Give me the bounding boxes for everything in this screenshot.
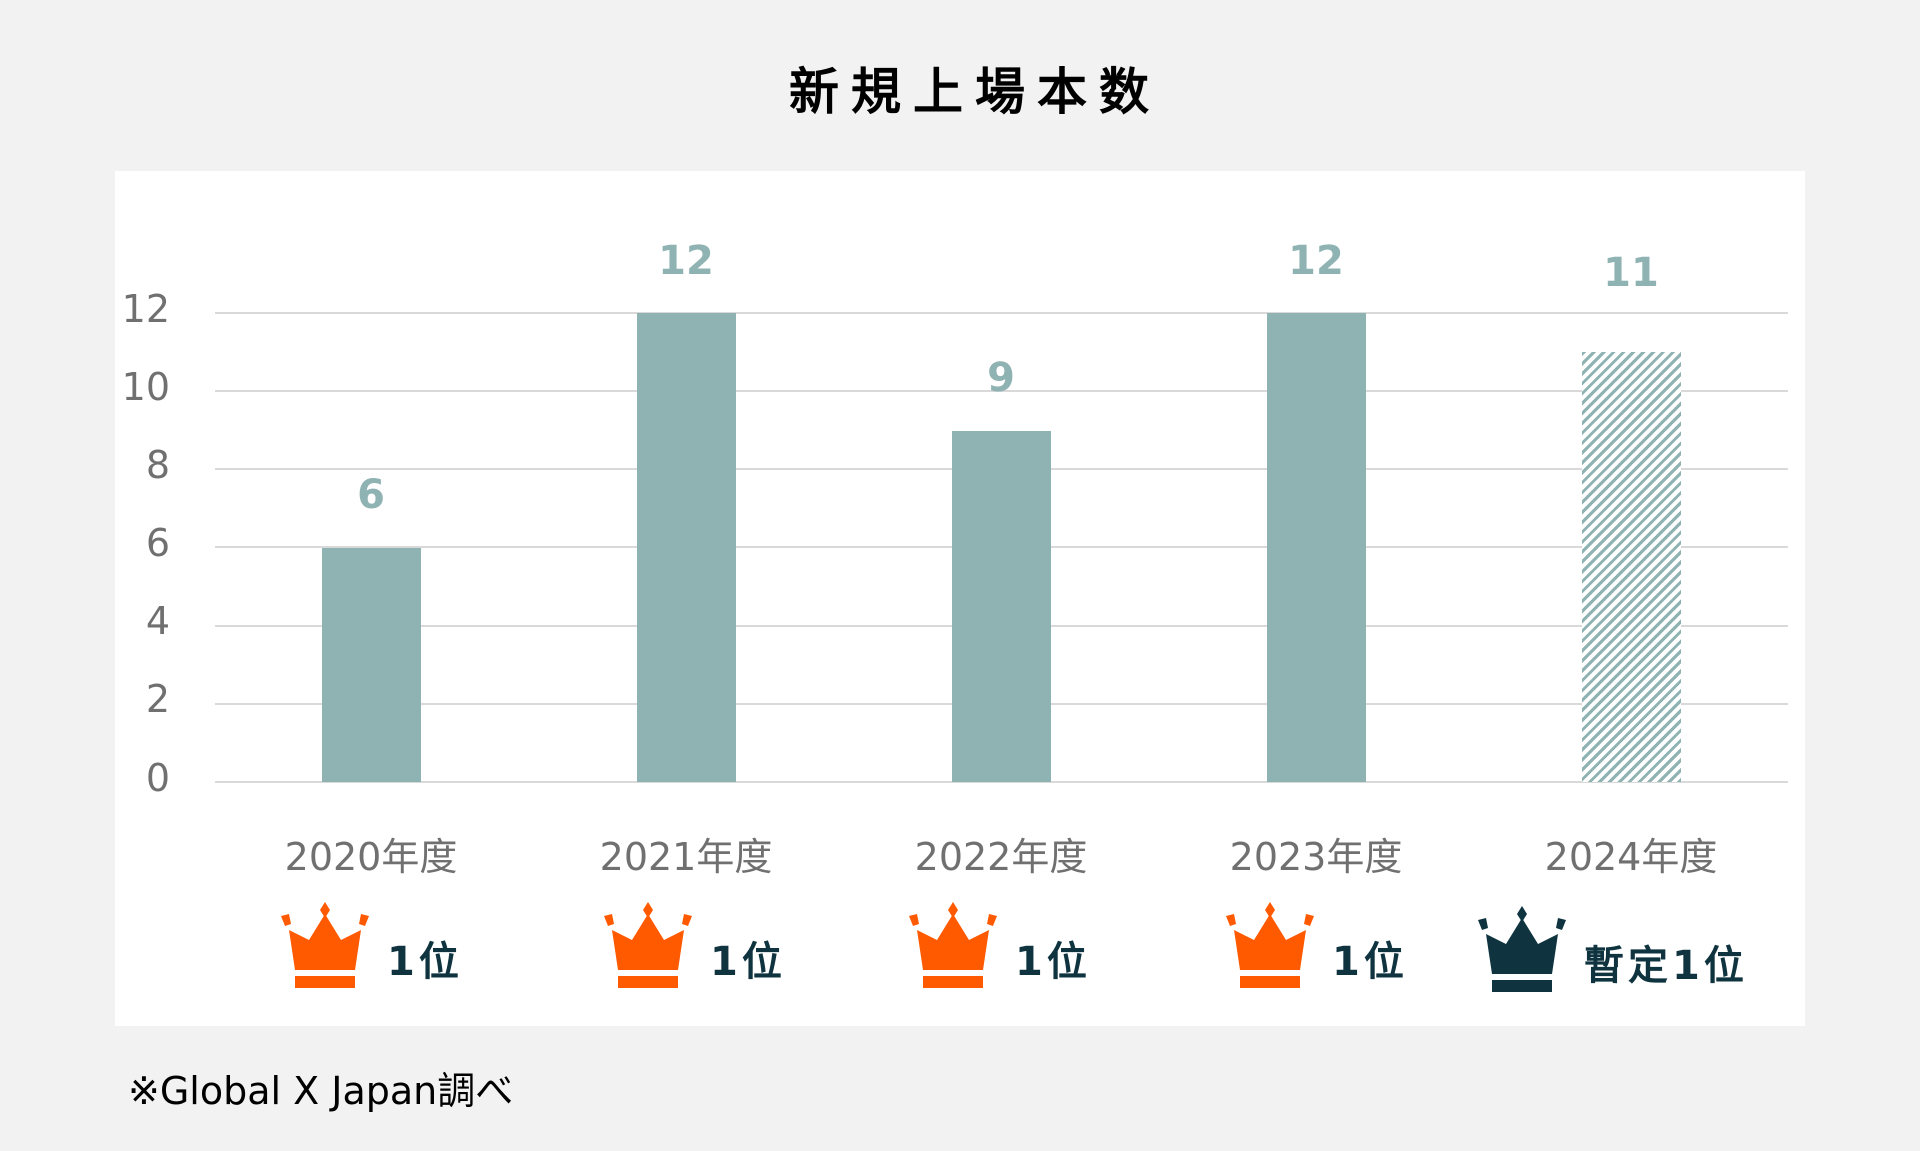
bar-2021 <box>637 313 736 782</box>
y-tick: 10 <box>121 365 170 409</box>
value-label: 12 <box>658 238 714 284</box>
value-label: 11 <box>1603 250 1659 296</box>
rank-badge-2022: 1位 <box>905 896 1091 996</box>
y-tick: 0 <box>145 756 170 800</box>
y-tick: 2 <box>145 677 170 721</box>
value-label: 6 <box>357 472 385 518</box>
rank-badge-2020: 1位 <box>277 896 463 996</box>
chart-title: 新規上場本数 <box>789 63 1161 121</box>
bar-2023 <box>1267 313 1366 782</box>
rank-text: 暫定1位 <box>1584 943 1748 989</box>
x-label: 2020年度 <box>284 835 458 879</box>
rank-badge-2023: 1位 <box>1222 896 1408 996</box>
y-tick: 12 <box>121 287 170 331</box>
y-tick: 4 <box>145 599 170 643</box>
x-label: 2024年度 <box>1544 835 1718 879</box>
rank-badge-2024-provisional: 暫定1位 <box>1474 900 1748 1000</box>
rank-text: 1位 <box>1332 939 1408 985</box>
rank-text: 1位 <box>387 939 463 985</box>
bar-2020 <box>322 548 421 782</box>
crown-navy-icon <box>1478 906 1566 992</box>
rank-text: 1位 <box>1015 939 1091 985</box>
baseline <box>215 781 1788 783</box>
x-label: 2021年度 <box>599 835 773 879</box>
value-label: 12 <box>1288 238 1344 284</box>
value-label: 9 <box>987 355 1015 401</box>
bar-2024-provisional <box>1582 352 1681 782</box>
y-tick: 6 <box>145 521 170 565</box>
crown-orange-icon <box>909 902 997 988</box>
rank-text: 1位 <box>710 939 786 985</box>
crown-orange-icon <box>281 902 369 988</box>
bar-2022 <box>952 431 1051 782</box>
y-tick: 8 <box>145 443 170 487</box>
gridline <box>215 390 1788 392</box>
x-label: 2022年度 <box>914 835 1088 879</box>
x-label: 2023年度 <box>1229 835 1403 879</box>
source-note: ※Global X Japan調べ <box>128 1069 514 1113</box>
rank-badge-2021: 1位 <box>600 896 786 996</box>
gridline <box>215 312 1788 314</box>
crown-orange-icon <box>604 902 692 988</box>
crown-orange-icon <box>1226 902 1314 988</box>
